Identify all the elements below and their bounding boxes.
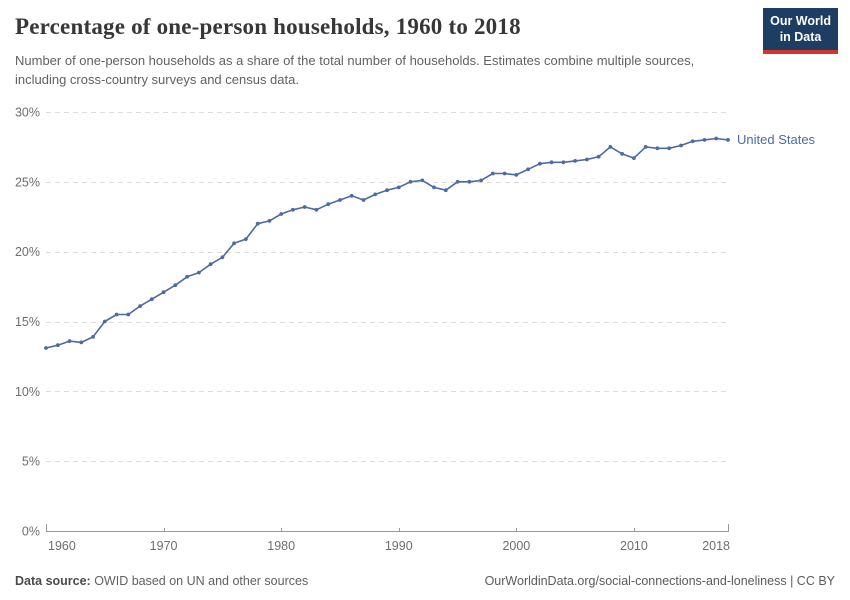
owid-logo-line2: in Data bbox=[779, 30, 822, 45]
data-point bbox=[44, 346, 48, 350]
data-point bbox=[655, 146, 660, 151]
data-point bbox=[126, 312, 131, 317]
data-point bbox=[490, 171, 495, 176]
footer-attribution: OurWorldinData.org/social-connections-an… bbox=[485, 574, 835, 588]
x-tick-label-1990: 1990 bbox=[385, 539, 413, 553]
data-point bbox=[208, 262, 213, 267]
data-point bbox=[149, 297, 154, 302]
data-point bbox=[726, 138, 730, 142]
data-point bbox=[702, 138, 707, 142]
data-point bbox=[161, 290, 166, 295]
data-point bbox=[596, 154, 601, 159]
gridlines: 0% 5% 10% 15% 20% 25% 30% bbox=[15, 106, 728, 539]
data-point bbox=[138, 304, 143, 308]
data-point bbox=[279, 212, 284, 216]
data-point bbox=[667, 146, 672, 151]
x-tick-label-1970: 1970 bbox=[150, 539, 178, 553]
data-point bbox=[91, 335, 95, 339]
data-point bbox=[573, 159, 577, 163]
data-point bbox=[349, 193, 354, 198]
data-source-text: OWID based on UN and other sources bbox=[90, 574, 309, 588]
chart-title: Percentage of one-person households, 196… bbox=[15, 14, 521, 39]
data-point bbox=[326, 202, 331, 207]
data-point bbox=[291, 207, 295, 212]
data-point bbox=[185, 274, 190, 279]
data-point bbox=[585, 157, 589, 162]
y-tick-label-0pct: 0% bbox=[22, 525, 40, 539]
data-point bbox=[244, 237, 248, 242]
data-point bbox=[549, 160, 554, 165]
y-tick-label-15pct: 15% bbox=[15, 315, 40, 329]
y-tick-label-10pct: 10% bbox=[15, 385, 40, 399]
owid-logo: Our World in Data bbox=[763, 8, 838, 54]
data-point bbox=[714, 136, 719, 141]
data-point bbox=[314, 207, 319, 212]
data-point bbox=[255, 221, 260, 226]
data-point bbox=[361, 198, 366, 202]
data-point bbox=[538, 161, 542, 166]
data-point bbox=[432, 185, 436, 190]
owid-logo-line1: Our World bbox=[770, 14, 831, 28]
series-label-united-states: United States bbox=[737, 132, 816, 147]
series-group bbox=[44, 136, 730, 350]
data-point bbox=[514, 173, 519, 177]
data-point bbox=[267, 219, 272, 223]
data-point bbox=[173, 283, 178, 288]
data-source-label: Data source: bbox=[15, 574, 91, 588]
chart-footer: Data source: OWID based on UN and other … bbox=[15, 574, 835, 588]
data-point bbox=[526, 167, 530, 172]
data-point bbox=[385, 188, 389, 193]
data-point bbox=[643, 145, 648, 149]
x-tick-label-1980: 1980 bbox=[267, 539, 295, 553]
data-point bbox=[67, 339, 72, 343]
data-point bbox=[396, 185, 401, 190]
data-point bbox=[502, 171, 507, 176]
data-point bbox=[197, 270, 201, 275]
x-tick-label-2010: 2010 bbox=[620, 539, 648, 553]
data-point bbox=[620, 152, 625, 156]
y-tick-label-25pct: 25% bbox=[15, 175, 40, 189]
data-point bbox=[373, 192, 378, 197]
data-point bbox=[608, 145, 613, 149]
license-text: | CC BY bbox=[786, 574, 835, 588]
data-point bbox=[467, 179, 472, 184]
data-point bbox=[408, 179, 413, 184]
series-line-united-states bbox=[45, 137, 729, 349]
data-point bbox=[114, 312, 119, 317]
y-tick-label-20pct: 20% bbox=[15, 245, 40, 259]
data-point bbox=[79, 340, 84, 345]
data-source-note: Data source: OWID based on UN and other … bbox=[15, 574, 308, 588]
data-point bbox=[102, 319, 107, 324]
owid-url-link[interactable]: OurWorldinData.org/social-connections-an… bbox=[484, 574, 787, 588]
x-axis: 1960 1970 1980 1990 2000 2010 2018 bbox=[46, 524, 730, 553]
data-point bbox=[232, 241, 237, 246]
data-point bbox=[632, 156, 636, 161]
y-tick-label-30pct: 30% bbox=[15, 106, 40, 120]
x-tick-label-2000: 2000 bbox=[502, 539, 530, 553]
x-tick-label-2018: 2018 bbox=[702, 539, 730, 553]
data-point bbox=[679, 143, 683, 148]
data-point bbox=[561, 160, 566, 165]
data-point bbox=[479, 178, 483, 183]
y-tick-label-5pct: 5% bbox=[22, 455, 40, 469]
data-point bbox=[420, 178, 425, 183]
data-point bbox=[302, 205, 307, 209]
data-point bbox=[338, 198, 342, 202]
data-point bbox=[220, 255, 225, 260]
x-tick-label-1960: 1960 bbox=[48, 539, 76, 553]
data-point bbox=[455, 179, 460, 184]
chart-subtitle: Number of one-person households as a sha… bbox=[15, 53, 695, 87]
data-point bbox=[443, 188, 448, 193]
data-point bbox=[55, 343, 60, 348]
data-point bbox=[690, 139, 695, 144]
